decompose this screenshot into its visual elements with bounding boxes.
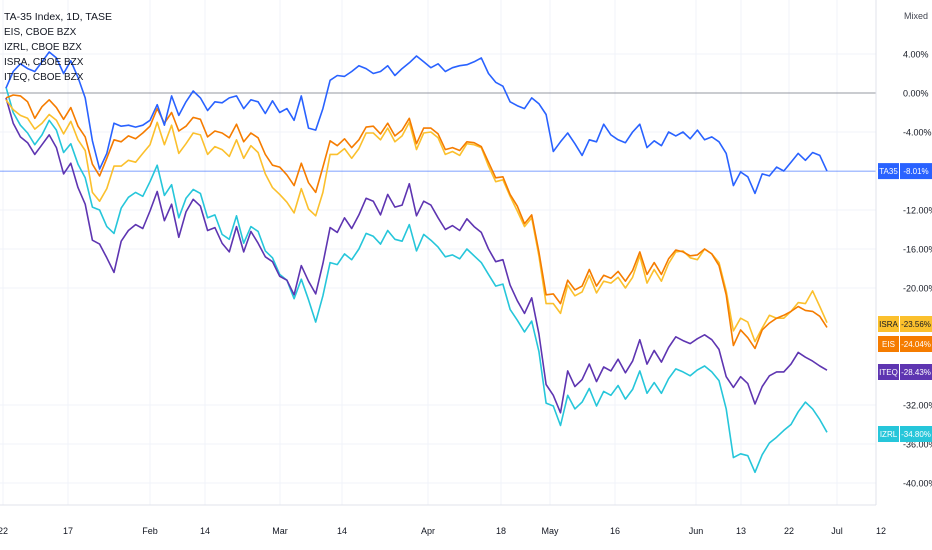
price-badge-value-bg	[900, 426, 932, 442]
price-badge-value: -23.56%	[901, 320, 931, 329]
price-badge-value: -28.43%	[901, 368, 931, 377]
y-tick-label: 0.00%	[903, 89, 929, 99]
price-badge-name: EIS	[882, 340, 895, 349]
y-tick-label: -4.00%	[903, 128, 932, 138]
series-line-izrl	[5, 86, 828, 474]
price-badge-name: IZRL	[880, 430, 898, 439]
price-badge-isra: ISRA -23.56%	[878, 316, 932, 332]
x-tick-label: 14	[200, 526, 210, 536]
scale-mode-label[interactable]: Mixed	[904, 11, 929, 21]
price-badge-ta35: TA35 -8.01%	[878, 163, 932, 180]
price-badge-name: ISRA	[879, 320, 898, 329]
x-tick-label: Jul	[831, 526, 843, 536]
x-tick-label: 18	[496, 526, 506, 536]
x-tick-label: 16	[610, 526, 620, 536]
series-line-eis	[5, 94, 828, 350]
series-line-iteq	[5, 97, 828, 414]
price-badge-name-bg	[878, 336, 899, 352]
price-badge-name-bg	[878, 316, 899, 332]
legend-row-iteq[interactable]: ITEQ, CBOE BZX	[4, 72, 84, 83]
x-tick-label: 22	[0, 526, 8, 536]
price-badge-value-bg	[900, 336, 932, 352]
x-tick-label: Feb	[142, 526, 158, 536]
x-tick-label: Apr	[421, 526, 435, 536]
price-badge-value-bg	[900, 163, 932, 180]
x-tick-label: 17	[63, 526, 73, 536]
price-badge-value-bg	[900, 316, 932, 332]
price-badge-value: -8.01%	[903, 167, 928, 176]
legend-main-symbol[interactable]: TA-35 Index, 1D, TASE	[4, 11, 112, 23]
y-tick-label: -32.00%	[903, 401, 932, 411]
price-badge-name: TA35	[879, 167, 898, 176]
price-badge-name-bg	[878, 163, 899, 180]
y-tick-label: -36.00%	[903, 440, 932, 450]
x-tick-label: 14	[337, 526, 347, 536]
x-tick-label: 13	[736, 526, 746, 536]
y-tick-label: -20.00%	[903, 284, 932, 294]
price-badge-name-bg	[878, 426, 899, 442]
series-line-ta35	[5, 51, 828, 195]
price-badge-value: -24.04%	[901, 340, 931, 349]
x-tick-label: May	[541, 526, 559, 536]
chart-legend: TA-35 Index, 1D, TASE EIS, CBOE BZX IZRL…	[4, 10, 112, 85]
price-badge-value-bg	[900, 364, 932, 380]
price-badge-izrl: IZRL -34.80%	[878, 426, 932, 442]
legend-row-isra[interactable]: ISRA, CBOE BZX	[4, 57, 84, 68]
price-badge-name: ITEQ	[879, 368, 898, 377]
price-badge-eis: EIS -24.04%	[878, 336, 932, 352]
legend-row-eis[interactable]: EIS, CBOE BZX	[4, 27, 77, 38]
price-badge-name-bg	[878, 364, 899, 380]
y-tick-label: 4.00%	[903, 50, 929, 60]
legend-row-izrl[interactable]: IZRL, CBOE BZX	[4, 42, 82, 53]
price-badge-iteq: ITEQ -28.43%	[878, 364, 932, 380]
x-tick-label: Jun	[689, 526, 704, 536]
series-line-isra	[5, 99, 828, 343]
y-tick-label: -16.00%	[903, 245, 932, 255]
x-tick-label: 22	[784, 526, 794, 536]
price-badge-value: -34.80%	[901, 430, 931, 439]
y-tick-label: -40.00%	[903, 479, 932, 489]
x-tick-label: 12	[876, 526, 886, 536]
x-tick-label: Mar	[272, 526, 288, 536]
y-tick-label: -12.00%	[903, 206, 932, 216]
